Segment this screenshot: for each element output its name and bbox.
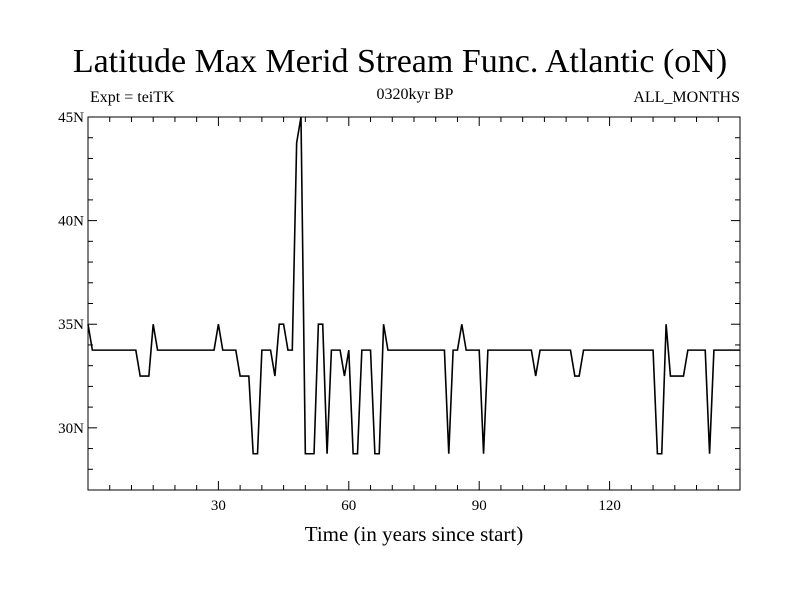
x-axis-label: Time (in years since start) [304, 522, 524, 546]
series-line [87, 116, 740, 455]
x-tick-label: 60 [341, 498, 356, 514]
months-label: ALL_MONTHS [633, 89, 740, 106]
axis-ticks [88, 117, 740, 490]
period-label: 0320kyr BP [376, 86, 454, 103]
x-tick-label: 120 [598, 498, 621, 514]
y-tick-label: 35N [58, 317, 84, 333]
y-tick-label: 45N [58, 110, 84, 126]
y-tick-label: 30N [58, 421, 84, 437]
plot-frame [87, 116, 741, 491]
x-tick-label: 90 [472, 498, 487, 514]
x-tick-label: 30 [211, 498, 226, 514]
tick-labels: 30 60 90 120 30N 35N 40N 45N [58, 110, 621, 514]
y-tick-label: 40N [58, 214, 84, 230]
experiment-label: Expt = teiTK [90, 89, 175, 106]
chart-title: Latitude Max Merid Stream Func. Atlantic… [72, 43, 728, 80]
